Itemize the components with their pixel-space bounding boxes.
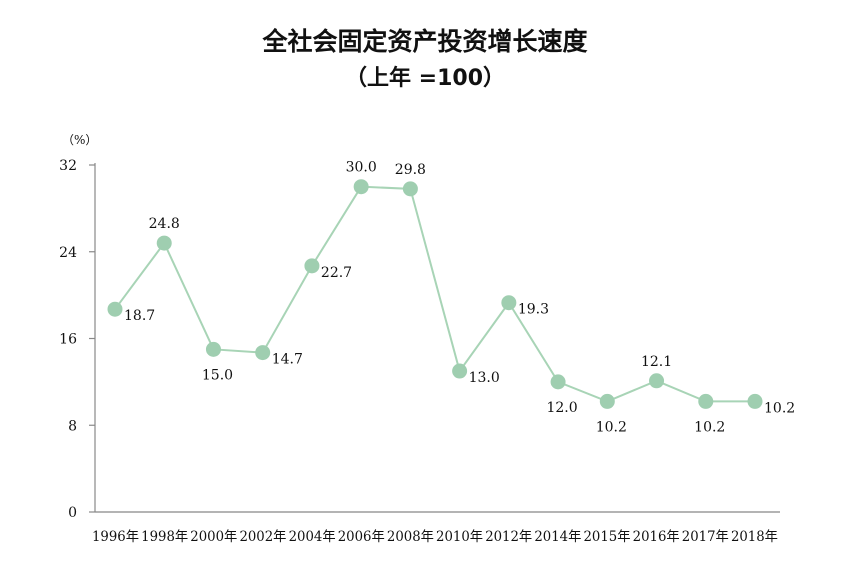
data-point [649, 373, 665, 389]
data-point [452, 363, 468, 379]
data-point [747, 393, 763, 409]
data-label: 14.7 [272, 352, 303, 368]
data-label: 22.7 [321, 265, 352, 281]
x-tick-label: 2015年 [584, 529, 631, 545]
chart-subtitle: （上年 =100） [345, 65, 505, 91]
x-tick-label: 2012年 [485, 529, 532, 545]
data-label: 12.1 [641, 354, 672, 370]
y-axis-unit-label: （%） [62, 133, 97, 147]
data-label: 24.8 [149, 216, 180, 232]
x-tick-label: 1998年 [141, 529, 188, 545]
data-markers [107, 179, 763, 409]
data-label: 13.0 [469, 370, 500, 386]
x-axis-ticks: 1996年 1998年 2000年 2002年 2004年 2006年 2008年 2010年… [92, 529, 778, 545]
y-axis-ticks: 0 8 16 24 32 [59, 158, 95, 521]
data-point [255, 345, 271, 361]
data-point [501, 295, 517, 311]
y-tick-label: 32 [59, 158, 77, 174]
x-tick-label: 2006年 [338, 529, 385, 545]
data-label: 30.0 [346, 160, 377, 176]
data-label: 10.2 [764, 400, 795, 416]
data-point [304, 258, 320, 274]
data-label: 18.7 [124, 308, 155, 324]
y-tick-label: 8 [68, 418, 77, 434]
data-label: 29.8 [395, 162, 426, 178]
data-point [107, 301, 123, 317]
data-label: 12.0 [546, 400, 577, 416]
x-tick-label: 2017年 [682, 529, 729, 545]
data-label: 10.2 [596, 419, 627, 435]
x-tick-label: 1996年 [92, 529, 139, 545]
data-label: 10.2 [694, 419, 725, 435]
y-tick-label: 0 [68, 505, 77, 521]
x-tick-label: 2016年 [633, 529, 680, 545]
y-tick-label: 24 [59, 245, 77, 261]
data-labels: 18.7 24.8 15.0 14.7 22.7 30.0 29.8 13.0 19.3 12.0… [124, 160, 795, 436]
data-point [156, 235, 172, 251]
data-point [402, 181, 418, 197]
data-point [550, 374, 566, 390]
data-point [698, 393, 714, 409]
x-tick-label: 2004年 [289, 529, 336, 545]
data-point [205, 341, 221, 357]
chart-title: 全社会固定资产投资增长速度 [261, 27, 587, 56]
x-tick-label: 2008年 [387, 529, 434, 545]
x-tick-label: 2018年 [731, 529, 778, 545]
data-point [599, 393, 615, 409]
series-line [114, 185, 755, 403]
x-tick-label: 2002年 [239, 529, 286, 545]
x-tick-label: 2014年 [534, 529, 581, 545]
data-label: 19.3 [518, 302, 549, 318]
x-tick-label: 2000年 [190, 529, 237, 545]
y-tick-label: 16 [59, 332, 77, 348]
data-label: 15.0 [202, 367, 233, 383]
x-tick-label: 2010年 [436, 529, 483, 545]
data-point [353, 179, 369, 195]
